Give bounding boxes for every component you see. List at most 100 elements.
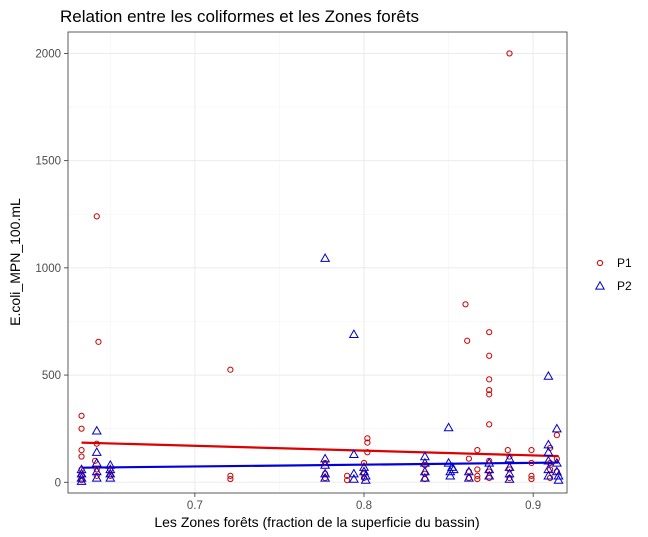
data-point-p1 <box>486 474 493 482</box>
data-point-p2 <box>360 470 371 480</box>
data-point-p1 <box>486 386 493 394</box>
data-point-p1 <box>364 435 371 442</box>
data-point-p2 <box>463 472 474 482</box>
legend-key-p1 <box>596 259 604 267</box>
data-point-p1 <box>506 466 513 473</box>
data-point-p2 <box>348 329 359 338</box>
data-point-p1 <box>465 455 472 462</box>
trend-line-p1 <box>81 441 559 458</box>
data-point-p1 <box>78 447 85 454</box>
data-point-p2 <box>543 455 554 465</box>
data-point-p1 <box>546 466 554 473</box>
legend-key-p2 <box>594 280 606 290</box>
data-point-p2 <box>76 475 87 485</box>
y-axis: 0 500 1000 1500 2000 <box>35 48 68 489</box>
data-point-p1 <box>474 475 481 483</box>
data-point-p1 <box>344 477 351 484</box>
data-point-p1 <box>464 337 471 344</box>
data-point-p1 <box>486 421 493 428</box>
x-axis-title: Les Zones forêts (fraction de la superfi… <box>154 514 479 530</box>
y-tick-label: 1000 <box>35 263 61 275</box>
data-point-p2 <box>443 457 454 467</box>
data-point-p1 <box>227 366 234 373</box>
chart-title: Relation entre les coliformes et les Zon… <box>60 7 419 26</box>
data-point-p2 <box>551 423 562 433</box>
legend: P1 P2 <box>594 256 632 293</box>
data-point-p1 <box>528 475 535 483</box>
data-point-p1 <box>95 338 102 345</box>
data-point-p2 <box>91 447 102 456</box>
data-point-p2 <box>504 468 515 478</box>
data-point-p1 <box>553 455 560 462</box>
data-point-p1 <box>227 475 234 483</box>
data-point-p2 <box>484 470 495 480</box>
data-point-p2 <box>105 464 116 474</box>
data-point-p2 <box>91 472 102 482</box>
data-point-p1 <box>506 50 513 57</box>
legend-label-p2: P2 <box>617 279 632 293</box>
data-point-p1 <box>553 432 560 439</box>
trend-lines <box>81 441 559 469</box>
data-point-p2 <box>419 472 430 482</box>
data-point-p2 <box>543 370 554 380</box>
data-point-p1 <box>528 447 535 454</box>
x-tick-label: 0.8 <box>356 500 372 512</box>
data-point-p2 <box>553 474 564 484</box>
data-point-p1 <box>474 472 481 479</box>
x-tick-label: 0.7 <box>187 500 203 512</box>
legend-label-p1: P1 <box>617 256 632 270</box>
data-point-p2 <box>419 457 430 467</box>
x-axis: 0.7 0.8 0.9 <box>187 493 541 512</box>
y-tick-label: 0 <box>55 477 61 489</box>
data-point-p2 <box>320 472 331 482</box>
panel-border <box>67 31 568 494</box>
y-tick-label: 1500 <box>35 156 61 168</box>
data-point-p1 <box>528 459 535 467</box>
y-axis-title: E.coli_MPN_100.mL <box>7 198 23 326</box>
data-point-p2 <box>91 457 102 467</box>
data-point-p2 <box>105 468 116 478</box>
data-point-p2 <box>320 253 331 262</box>
data-point-p2 <box>348 468 359 478</box>
data-point-p1 <box>364 439 371 446</box>
data-point-p2 <box>358 462 370 471</box>
data-point-p1 <box>474 466 481 473</box>
data-point-p2 <box>543 470 554 480</box>
data-point-p1 <box>504 447 511 454</box>
data-point-p2 <box>348 473 359 483</box>
data-point-p1 <box>486 329 493 336</box>
data-point-p1 <box>528 472 535 479</box>
data-point-p2 <box>76 472 87 482</box>
data-point-p2 <box>504 473 515 483</box>
data-point-p1 <box>486 391 493 398</box>
data-point-p1 <box>78 453 85 460</box>
data-point-p2 <box>320 468 331 478</box>
data-point-p1 <box>486 376 493 383</box>
data-point-p2 <box>445 466 456 476</box>
data-point-p2 <box>443 422 454 432</box>
x-tick-label: 0.9 <box>525 500 541 512</box>
y-tick-label: 500 <box>42 370 61 382</box>
data-point-p1 <box>78 425 85 432</box>
data-point-p2 <box>348 449 359 459</box>
data-point-p1 <box>486 468 493 475</box>
data-point-p1 <box>486 352 493 359</box>
data-point-p1 <box>360 459 368 467</box>
data-point-p2 <box>445 470 456 480</box>
data-point-p1 <box>364 449 371 456</box>
trend-line-p2 <box>81 461 559 469</box>
data-point-p2 <box>504 453 515 463</box>
data-point-p2 <box>91 425 102 435</box>
data-point-p2 <box>360 474 371 484</box>
data-point-p1 <box>474 447 481 454</box>
data-point-p2 <box>543 447 554 456</box>
plot-panel <box>67 31 568 494</box>
data-points <box>76 50 564 485</box>
y-tick-label: 2000 <box>35 48 61 60</box>
data-point-p1 <box>93 440 100 447</box>
data-point-p2 <box>105 459 116 469</box>
grid-lines <box>68 32 567 493</box>
data-point-p1 <box>78 412 85 419</box>
